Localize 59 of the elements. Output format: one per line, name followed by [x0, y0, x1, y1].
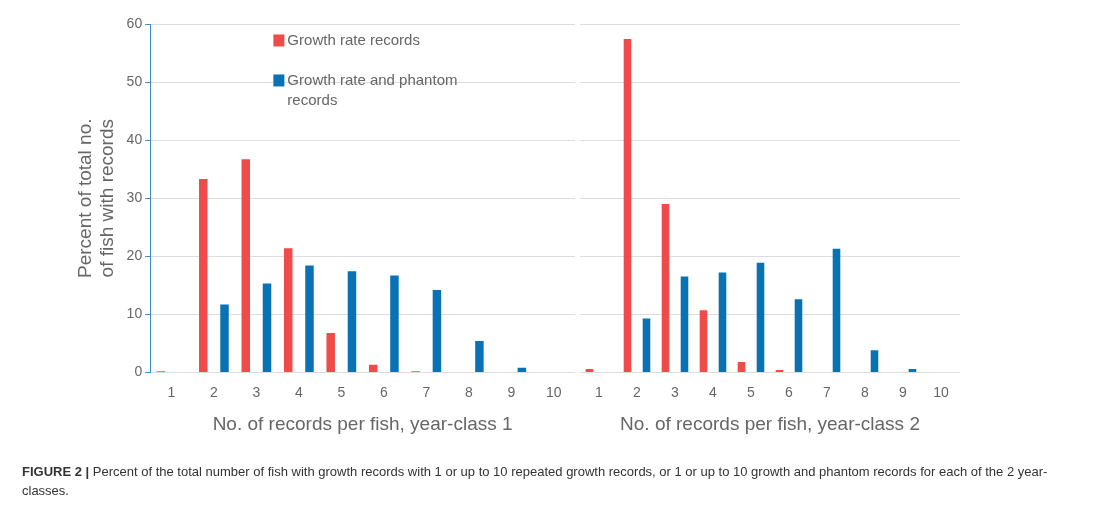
bar — [794, 299, 803, 372]
y-tick-label: 0 — [134, 363, 143, 380]
bar — [699, 310, 708, 372]
x-axis-title: No. of records per fish, year-class 1 — [212, 412, 513, 434]
x-tick-label: 3 — [252, 383, 261, 400]
bar — [756, 262, 765, 372]
bar — [326, 332, 335, 372]
y-tick-label: 60 — [126, 14, 143, 31]
legend-label: Growth rate records — [287, 30, 420, 48]
bar — [680, 276, 689, 372]
x-tick-label: 3 — [671, 383, 680, 400]
x-tick-label: 6 — [785, 383, 794, 400]
x-tick-label: 2 — [633, 383, 642, 400]
bar — [432, 289, 442, 372]
x-tick-label: 6 — [379, 383, 388, 400]
bar — [262, 283, 272, 372]
bar — [585, 368, 594, 372]
bar — [642, 318, 651, 372]
x-tick-label: 8 — [861, 383, 870, 400]
x-tick-label: 9 — [507, 383, 516, 400]
x-tick-label: 8 — [464, 383, 473, 400]
x-axis-title: No. of records per fish, year-class 2 — [620, 412, 920, 434]
x-tick-label: 7 — [823, 383, 832, 400]
x-tick-label: 1 — [167, 383, 176, 400]
x-tick-label: 10 — [545, 383, 562, 400]
x-tick-label: 10 — [933, 383, 949, 400]
x-tick-label: 5 — [337, 383, 346, 400]
bar — [870, 350, 879, 372]
text: FIGURE 2 | Percent of the total number of fish with growth records with 1 or up to 10 repeated growth records, or 1 or up to 10 growth and phantom records for each of the 2 year-classes. — [22, 464, 1048, 498]
y-tick-label: 20 — [126, 247, 143, 264]
y-tick-label: 10 — [126, 305, 143, 322]
x-tick-label: 2 — [210, 383, 218, 400]
bar — [283, 248, 293, 372]
bar — [517, 367, 527, 372]
bar — [347, 271, 357, 372]
bar — [199, 179, 208, 372]
x-tick-label: 4 — [294, 383, 303, 400]
y-tick-label: 50 — [126, 72, 143, 89]
bar — [661, 204, 670, 372]
bar — [832, 248, 841, 372]
bar — [390, 275, 399, 372]
y-tick-label: 30 — [126, 189, 143, 206]
bar — [368, 364, 378, 372]
y-tick-label: 40 — [126, 130, 143, 147]
x-tick-label: 4 — [709, 383, 718, 400]
bar — [623, 39, 632, 372]
x-tick-label: 9 — [899, 383, 908, 400]
x-tick-label: 5 — [747, 383, 756, 400]
bar — [475, 341, 484, 372]
bar — [305, 265, 314, 372]
bar — [241, 159, 251, 372]
bar — [220, 304, 229, 372]
bar — [737, 361, 746, 372]
bar — [718, 272, 727, 372]
x-tick-label: 7 — [422, 383, 431, 400]
legend-label: Growth rate and phantom records — [287, 70, 458, 108]
bar — [908, 368, 917, 372]
y-axis-title: Percent of total no. of fish with records — [73, 118, 118, 278]
x-tick-label: 1 — [595, 383, 604, 400]
